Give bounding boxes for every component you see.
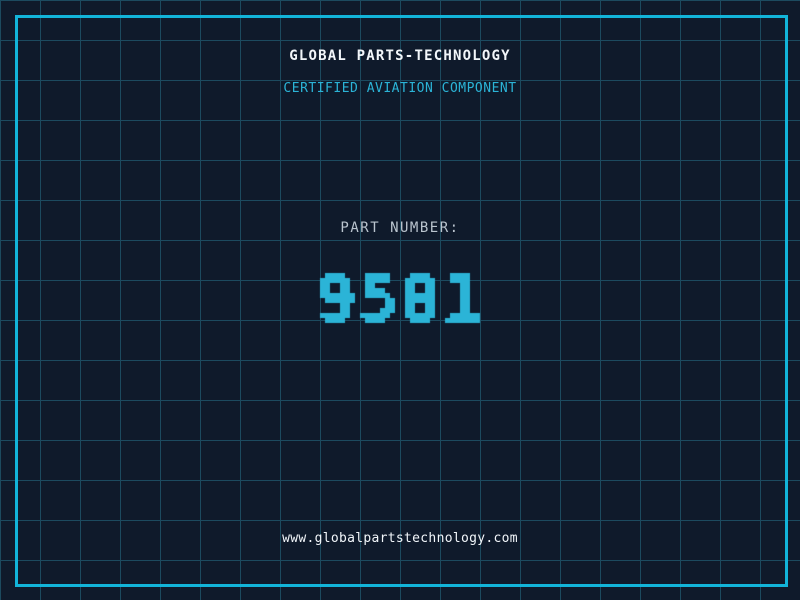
company-title: GLOBAL PARTS-TECHNOLOGY [289,48,511,64]
certification-subtitle: CERTIFIED AVIATION COMPONENT [283,81,517,96]
website-url: www.globalpartstechnology.com [282,531,518,546]
part-number-display [310,248,490,348]
part-number-label: PART NUMBER: [340,220,460,236]
